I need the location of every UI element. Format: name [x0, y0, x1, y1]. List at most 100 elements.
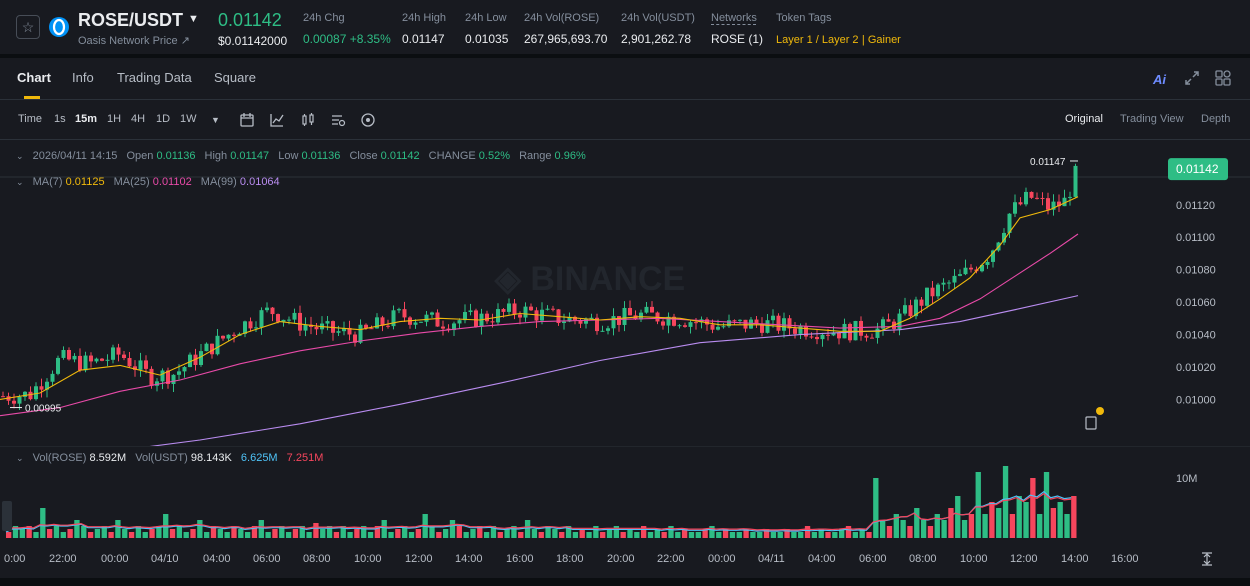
candle-body: [463, 312, 467, 321]
volume-bar: [1043, 472, 1050, 538]
timeframe-4h[interactable]: 4H: [131, 113, 146, 125]
volume-bar: [53, 526, 60, 538]
candle-body: [303, 324, 308, 331]
timeframe-more-chevron-icon[interactable]: ▼: [211, 115, 220, 125]
volume-bar: [804, 526, 811, 538]
candle-body: [886, 319, 891, 322]
x-axis-tick-label: 14:00: [1061, 553, 1089, 565]
volume-bar: [429, 526, 435, 538]
candle-body: [732, 320, 737, 322]
view-depth[interactable]: Depth: [1201, 113, 1231, 125]
price-chart[interactable]: 0.011400.011200.011000.010800.010600.010…: [0, 140, 1250, 446]
expand-icon[interactable]: [1184, 70, 1200, 86]
volume-bar: [402, 526, 408, 538]
candle-body: [969, 267, 973, 270]
layout-grid-icon[interactable]: [1215, 70, 1231, 86]
volume-bar: [477, 526, 483, 538]
volume-bar: [244, 532, 251, 538]
candle-body: [804, 326, 808, 337]
timeframe-1h[interactable]: 1H: [107, 113, 122, 125]
tag-gainer[interactable]: Gainer: [867, 34, 901, 46]
volume-bar: [545, 526, 551, 538]
stat-networks[interactable]: Networks ROSE (1): [711, 12, 764, 46]
pair-dropdown-icon[interactable]: ▼: [188, 13, 199, 25]
candle-body: [435, 312, 440, 327]
candle-body: [694, 322, 698, 324]
tab-chart[interactable]: Chart: [17, 70, 51, 85]
candle-body: [149, 368, 154, 386]
candle-body: [287, 319, 291, 321]
volume-bar: [1071, 496, 1077, 538]
volume-chart[interactable]: 10M: [0, 446, 1250, 546]
candle-body: [61, 350, 66, 358]
timeframe-1w[interactable]: 1W: [180, 113, 197, 125]
volume-bar: [238, 529, 244, 538]
volume-bar: [900, 520, 906, 538]
candle-body: [952, 275, 957, 283]
trading-pair-name[interactable]: ROSE/USDT: [78, 10, 184, 30]
candle-body: [578, 320, 583, 324]
scroll-handle: [2, 501, 12, 531]
volume-bar: [688, 532, 695, 538]
tab-square[interactable]: Square: [214, 70, 256, 85]
candle-body: [1018, 202, 1023, 205]
candle-body: [204, 343, 209, 352]
volume-bar: [750, 532, 756, 538]
candle-body: [254, 327, 258, 329]
candle-body: [600, 330, 605, 332]
view-trading-view[interactable]: Trading View: [1120, 113, 1184, 125]
volume-bar: [470, 529, 476, 538]
volume-bar: [565, 526, 572, 538]
timeframe-time[interactable]: Time: [18, 113, 43, 125]
volume-bar: [524, 520, 531, 538]
volume-bar: [81, 526, 87, 538]
tab-trading-data[interactable]: Trading Data: [117, 70, 192, 85]
timeframe-15m[interactable]: 15m: [75, 113, 98, 125]
candle-body: [688, 322, 693, 327]
tab-info[interactable]: Info: [72, 70, 94, 85]
volume-bar: [743, 529, 749, 538]
x-axis-tick-label: 04:00: [808, 553, 836, 565]
candle-body: [985, 261, 990, 265]
candle-body: [1062, 197, 1067, 207]
x-axis-tick-label: 10:00: [354, 553, 382, 565]
candle-type-icon[interactable]: [300, 112, 316, 128]
candle-body: [452, 323, 456, 331]
volume-bar: [340, 526, 346, 538]
volume-bar: [955, 496, 961, 538]
candle-body: [375, 317, 379, 329]
candle-body: [89, 355, 93, 362]
volume-bar: [825, 532, 831, 538]
candle-body: [501, 309, 506, 312]
volume-bar: [620, 532, 626, 538]
timeframe-1d[interactable]: 1D: [156, 113, 171, 125]
candle-body: [1073, 165, 1078, 197]
candle-body: [1051, 201, 1056, 210]
candle-body: [721, 326, 726, 328]
target-icon[interactable]: [360, 112, 376, 128]
chart-settings-icon[interactable]: [330, 112, 346, 128]
candle-body: [1029, 191, 1034, 198]
indicator-chart-icon[interactable]: [269, 112, 285, 128]
favorite-star-button[interactable]: ☆: [16, 15, 40, 39]
x-axis-tick-label: 06:00: [859, 553, 887, 565]
tag-layer1-layer2[interactable]: Layer 1 / Layer 2: [776, 34, 859, 46]
volume-bar: [40, 508, 46, 538]
notification-dot-icon: [1096, 407, 1104, 415]
ai-icon[interactable]: Ai: [1153, 72, 1166, 87]
y-axis-tick-label: 0.01020: [1176, 362, 1216, 374]
candle-body: [798, 326, 803, 334]
coin-price-link[interactable]: Oasis Network Price ↗: [78, 35, 190, 47]
candle-body: [413, 322, 418, 325]
calendar-icon[interactable]: [239, 112, 255, 128]
candle-body: [908, 305, 913, 317]
candle-body: [155, 381, 159, 386]
axis-scale-icon[interactable]: [1200, 552, 1214, 566]
view-original[interactable]: Original: [1065, 113, 1103, 125]
volume-bar: [101, 526, 107, 538]
timeframe-1s[interactable]: 1s: [54, 113, 66, 125]
candle-body: [809, 336, 814, 338]
chart-tabs: Chart Info Trading Data Square Ai: [0, 58, 1250, 100]
candle-body: [94, 358, 99, 362]
volume-bar: [818, 529, 824, 538]
